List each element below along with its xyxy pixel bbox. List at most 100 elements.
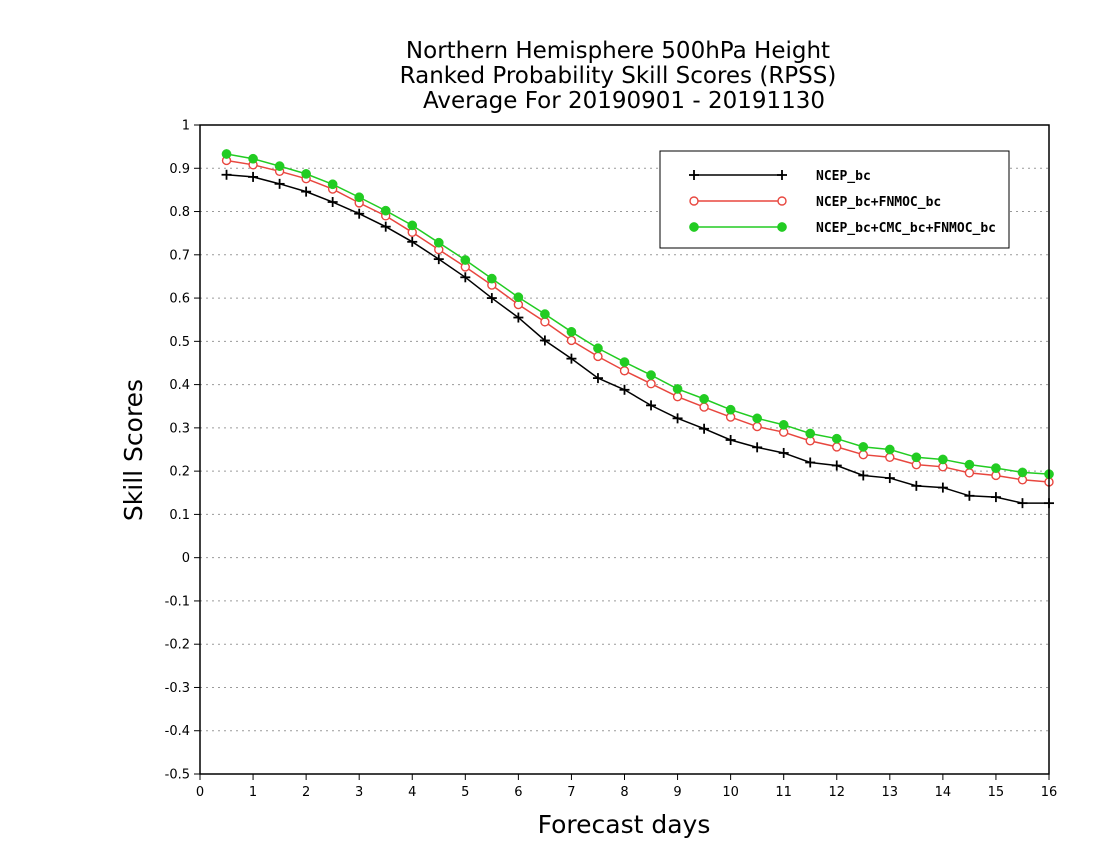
legend-entry-3: NCEP_bc+CMC_bc+FNMOC_bc [689,221,996,236]
x-tick-label: 8 [620,785,628,800]
series-1-point [539,335,550,346]
series-1-point [486,293,497,304]
x-tick-label: 3 [355,785,363,800]
series-3-point [805,428,816,439]
series-1-point [937,482,948,493]
y-axis-title: Skill Scores [119,379,148,521]
axes: -0.5 -0.4 -0.3 -0.2 -0.1 0 0.1 0.2 0.3 0.4 0.5 0.6 0… [165,119,1058,801]
legend-label-2: NCEP_bc+FNMOC_bc [816,195,941,210]
x-tick-label: 6 [514,785,522,800]
series-3-point [964,459,975,470]
series-2-point [964,468,975,478]
series-1-point [858,470,869,481]
x-axis-title: Forecast days [538,810,711,839]
series-1-point [990,492,1001,503]
series-3-point [1017,467,1028,478]
series-2-point [566,335,577,346]
series-1-point [513,312,524,323]
series-3-point [486,273,497,284]
series-1-point [752,442,763,453]
legend-marker-right-2 [777,196,787,206]
x-tick-label: 15 [988,785,1005,800]
series-3-point [274,161,285,171]
series-3-point [380,205,391,216]
series-2-point [593,351,603,362]
y-tick-label: 0.5 [169,335,190,350]
series-3-point [831,433,842,444]
series-3 [221,149,1054,480]
series-3-point [991,463,1001,473]
series-1-point [884,473,895,484]
series-3-point [884,444,895,455]
grid-lines [200,167,1049,732]
series-1 [221,169,1054,509]
series-3-point [301,169,311,179]
y-tick-label: 0.7 [169,248,190,263]
series-3-point [752,413,763,424]
series-1-point [805,457,816,468]
series-1-point [460,272,471,283]
series-2-point [752,421,762,432]
y-tick-label: -0.3 [165,681,190,696]
series-1-point [699,423,710,434]
y-tick-label: -0.1 [165,594,190,609]
series-3-point [513,292,524,303]
y-tick-label: 1 [182,119,190,134]
x-tick-label: 12 [828,785,845,800]
chart-title: Northern Hemisphere 500hPa Height Ranked… [400,38,837,114]
legend-marker-left-2 [689,196,699,206]
legend-marker-right-1 [777,170,787,180]
series-1-point [646,400,657,411]
y-tick-label: 0.4 [169,378,190,393]
title-line-3: Average For 20190901 - 20191130 [423,88,825,114]
series-3-point [725,404,736,415]
series-1-point [380,221,391,232]
series-3-point [221,149,232,159]
series-1-point [1017,498,1028,509]
y-tick-label: 0.9 [169,162,190,177]
series-3-point [433,237,444,248]
y-tick-label: 0.8 [169,205,190,220]
series-3-point [938,454,948,465]
plot-frame [199,124,1050,775]
series-3-point [248,153,258,164]
x-tick-label: 13 [882,785,899,800]
series-2-point [832,442,842,452]
series-1-point [327,197,338,208]
series-3-point [672,384,683,394]
title-line-1: Northern Hemisphere 500hPa Height [406,38,830,64]
series-2-point [672,392,683,402]
series-1-point [778,447,789,458]
legend-label-1: NCEP_bc [816,169,871,184]
y-tick-label: -0.2 [165,638,190,653]
series-1-point [407,236,418,247]
series-2-point [540,317,550,327]
series-3-point [407,220,418,231]
series-1-point [248,171,259,182]
series-1-point [566,353,577,364]
x-tick-label: 5 [461,785,469,800]
series-3-point [460,255,471,265]
series-1-line [226,174,1049,504]
y-tick-label: -0.4 [165,724,190,739]
series-2-point [885,452,895,462]
series-3-point [911,452,922,463]
series-1-point [433,254,444,265]
series-1-point [911,480,922,491]
series-1-point [831,460,842,471]
series-3-point [778,419,789,430]
y-tick-label: 0 [182,551,190,566]
series-3-point [699,394,709,404]
x-tick-label: 16 [1041,785,1058,800]
legend: NCEP_bc NCEP_bc+FNMOC_bc NCEP_bc+CMC_bc+FN… [659,150,1010,249]
x-tick-label: 7 [567,785,575,800]
series [221,149,1054,509]
series-2-point [646,379,656,389]
series-3-point [646,370,656,380]
legend-marker-left-3 [689,222,699,232]
y-tick-label: 0.6 [169,292,190,307]
legend-marker-left-1 [689,170,699,180]
x-tick-label: 1 [249,785,257,800]
series-1-point [672,413,683,424]
